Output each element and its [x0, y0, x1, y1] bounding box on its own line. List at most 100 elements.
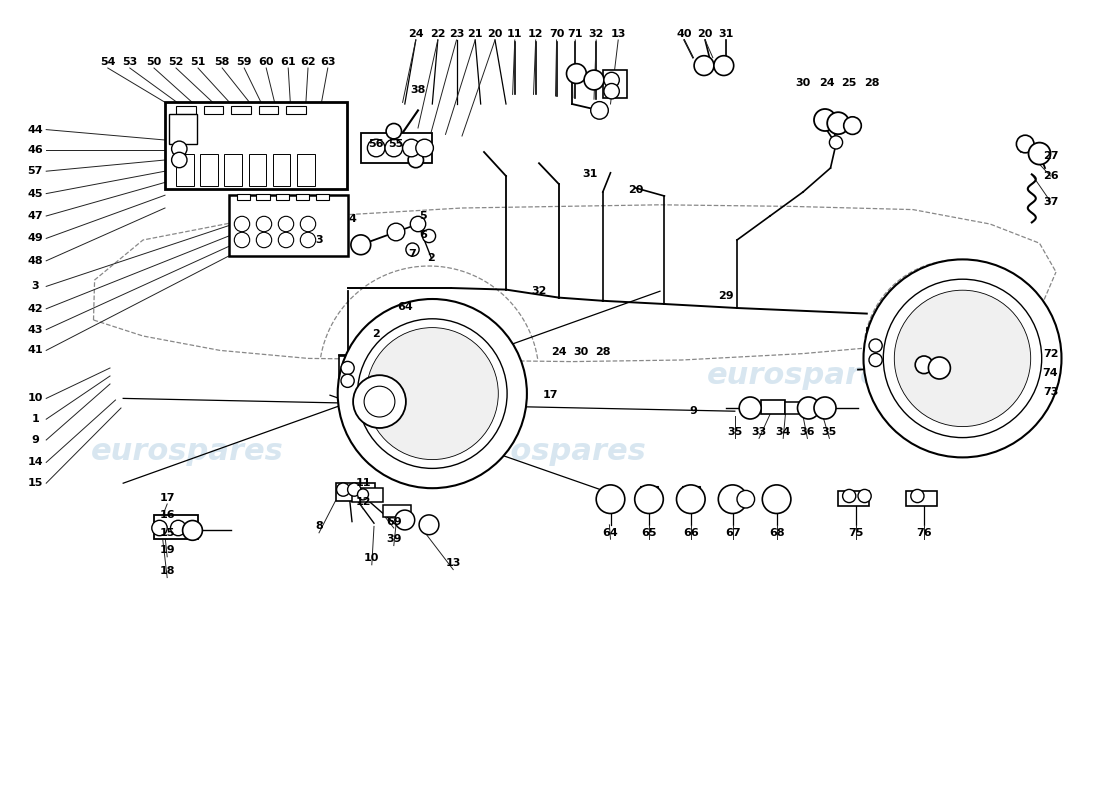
Circle shape [596, 485, 625, 514]
Circle shape [234, 216, 250, 232]
Text: 12: 12 [528, 29, 543, 38]
Bar [906, 491, 937, 506]
Text: 27: 27 [1043, 151, 1058, 161]
Bar [785, 402, 805, 414]
Circle shape [256, 216, 272, 232]
Circle shape [1028, 142, 1050, 165]
Circle shape [718, 485, 747, 514]
Circle shape [869, 339, 882, 352]
Text: 42: 42 [28, 304, 43, 314]
Bar [286, 106, 306, 114]
Bar [874, 349, 916, 376]
Circle shape [694, 56, 714, 75]
Circle shape [300, 216, 316, 232]
Text: 1: 1 [31, 414, 40, 424]
Circle shape [410, 216, 426, 232]
Bar [236, 194, 250, 200]
Text: 40: 40 [676, 29, 692, 38]
Text: 33: 33 [751, 427, 767, 437]
Bar [249, 154, 266, 186]
Text: 30: 30 [573, 347, 588, 357]
Text: 28: 28 [865, 78, 880, 88]
Bar [256, 194, 270, 200]
Text: 49: 49 [28, 234, 43, 243]
Text: 37: 37 [1043, 197, 1058, 206]
Text: eurospares: eurospares [706, 362, 900, 390]
Bar [339, 356, 372, 388]
Text: 32: 32 [588, 29, 604, 38]
Text: 52: 52 [168, 57, 184, 66]
Circle shape [366, 328, 498, 459]
Text: 47: 47 [28, 211, 43, 221]
Bar [231, 106, 251, 114]
Text: 15: 15 [28, 478, 43, 488]
Text: 3: 3 [316, 235, 322, 245]
Circle shape [676, 485, 705, 514]
Text: 18: 18 [160, 566, 175, 576]
Bar [394, 315, 451, 352]
Text: 59: 59 [236, 57, 252, 66]
Circle shape [858, 490, 871, 502]
Bar [258, 106, 278, 114]
Circle shape [827, 112, 849, 134]
Circle shape [364, 386, 395, 417]
Text: 38: 38 [410, 85, 426, 94]
Bar [297, 154, 315, 186]
Circle shape [395, 510, 415, 530]
Circle shape [406, 243, 419, 256]
Text: 64: 64 [603, 528, 618, 538]
Circle shape [814, 397, 836, 419]
Text: 14: 14 [28, 458, 43, 467]
Circle shape [844, 117, 861, 134]
Text: 61: 61 [280, 57, 296, 66]
Text: 72: 72 [1043, 349, 1058, 358]
Text: 11: 11 [507, 29, 522, 38]
Text: 9: 9 [31, 435, 40, 445]
Circle shape [408, 152, 424, 168]
Text: 21: 21 [468, 29, 483, 38]
Text: 48: 48 [28, 256, 43, 266]
Circle shape [337, 483, 350, 496]
Text: 2: 2 [427, 253, 436, 262]
Circle shape [843, 490, 856, 502]
Text: 5: 5 [420, 211, 427, 221]
Text: 71: 71 [568, 29, 583, 38]
Text: 17: 17 [160, 493, 175, 502]
Text: 16: 16 [160, 510, 175, 520]
Circle shape [170, 520, 186, 536]
Circle shape [358, 489, 368, 500]
Bar [867, 328, 902, 368]
Circle shape [911, 490, 924, 502]
Text: 35: 35 [727, 427, 742, 437]
Text: 51: 51 [190, 57, 206, 66]
Circle shape [604, 72, 619, 88]
Text: 2: 2 [372, 330, 381, 339]
Text: 32: 32 [531, 286, 547, 296]
Circle shape [739, 397, 761, 419]
Text: 7: 7 [408, 250, 417, 259]
Text: 25: 25 [842, 78, 857, 88]
Bar [383, 505, 411, 517]
Text: 39: 39 [386, 534, 402, 544]
Circle shape [341, 374, 354, 387]
Text: eurospares: eurospares [453, 438, 647, 466]
Circle shape [566, 64, 586, 83]
Circle shape [386, 123, 402, 139]
Circle shape [419, 515, 439, 534]
Bar [176, 106, 196, 114]
Circle shape [403, 139, 420, 157]
Circle shape [358, 318, 507, 469]
Bar [316, 194, 329, 200]
Text: 73: 73 [1043, 387, 1058, 397]
Text: 19: 19 [160, 546, 175, 555]
Text: 75: 75 [848, 528, 864, 538]
Text: 35: 35 [822, 427, 837, 437]
Circle shape [798, 397, 820, 419]
Text: 17: 17 [542, 390, 558, 400]
Text: 28: 28 [595, 347, 610, 357]
Bar [374, 346, 429, 372]
Circle shape [604, 83, 619, 99]
Text: 67: 67 [725, 528, 740, 538]
Text: 20: 20 [487, 29, 503, 38]
Text: 36: 36 [800, 427, 815, 437]
